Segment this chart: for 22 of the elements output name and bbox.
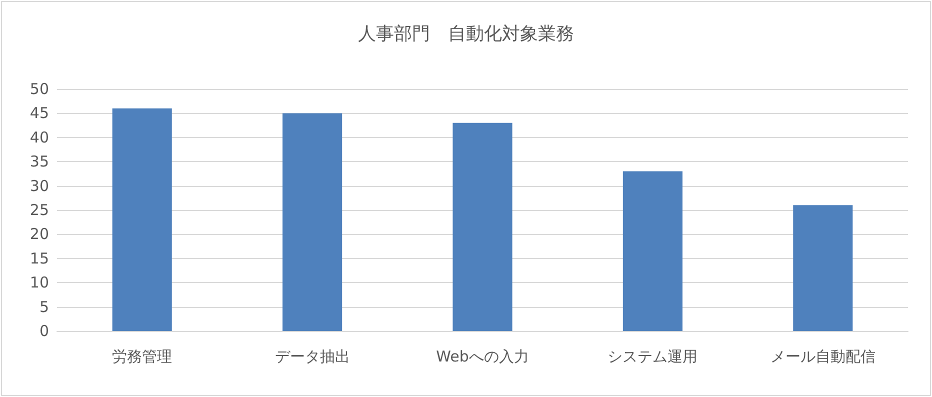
y-tick-label: 20 xyxy=(30,225,49,244)
y-tick-label: 25 xyxy=(30,201,49,219)
x-tick-label: Webへの入力 xyxy=(436,348,529,366)
bar xyxy=(452,122,512,331)
y-tick-label: 0 xyxy=(39,322,49,340)
y-tick-label: 5 xyxy=(39,298,49,316)
y-tick-label: 40 xyxy=(30,128,49,146)
y-tick-label: 15 xyxy=(30,249,49,268)
bar xyxy=(793,205,853,331)
x-tick-label: メール自動配信 xyxy=(770,348,876,366)
x-tick-label: システム運用 xyxy=(608,348,698,366)
y-tick-label: 10 xyxy=(30,274,49,292)
y-tick-label: 30 xyxy=(30,176,49,195)
y-tick-label: 35 xyxy=(30,152,49,171)
bar xyxy=(622,171,682,331)
x-tick-label: データ抽出 xyxy=(274,348,350,366)
x-tick-label: 労務管理 xyxy=(112,348,172,366)
y-tick-label: 45 xyxy=(30,104,49,122)
bar xyxy=(282,113,342,331)
y-tick-label: 50 xyxy=(30,80,49,98)
chart-title: 人事部門 自動化対象業務 xyxy=(358,24,574,44)
bar xyxy=(112,108,172,331)
